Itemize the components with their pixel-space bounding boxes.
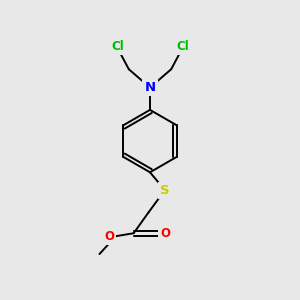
Text: N: N [144, 81, 156, 94]
Text: O: O [160, 227, 170, 240]
Text: S: S [160, 184, 170, 196]
Text: Cl: Cl [176, 40, 189, 53]
Text: Cl: Cl [111, 40, 124, 53]
Text: O: O [104, 230, 114, 243]
